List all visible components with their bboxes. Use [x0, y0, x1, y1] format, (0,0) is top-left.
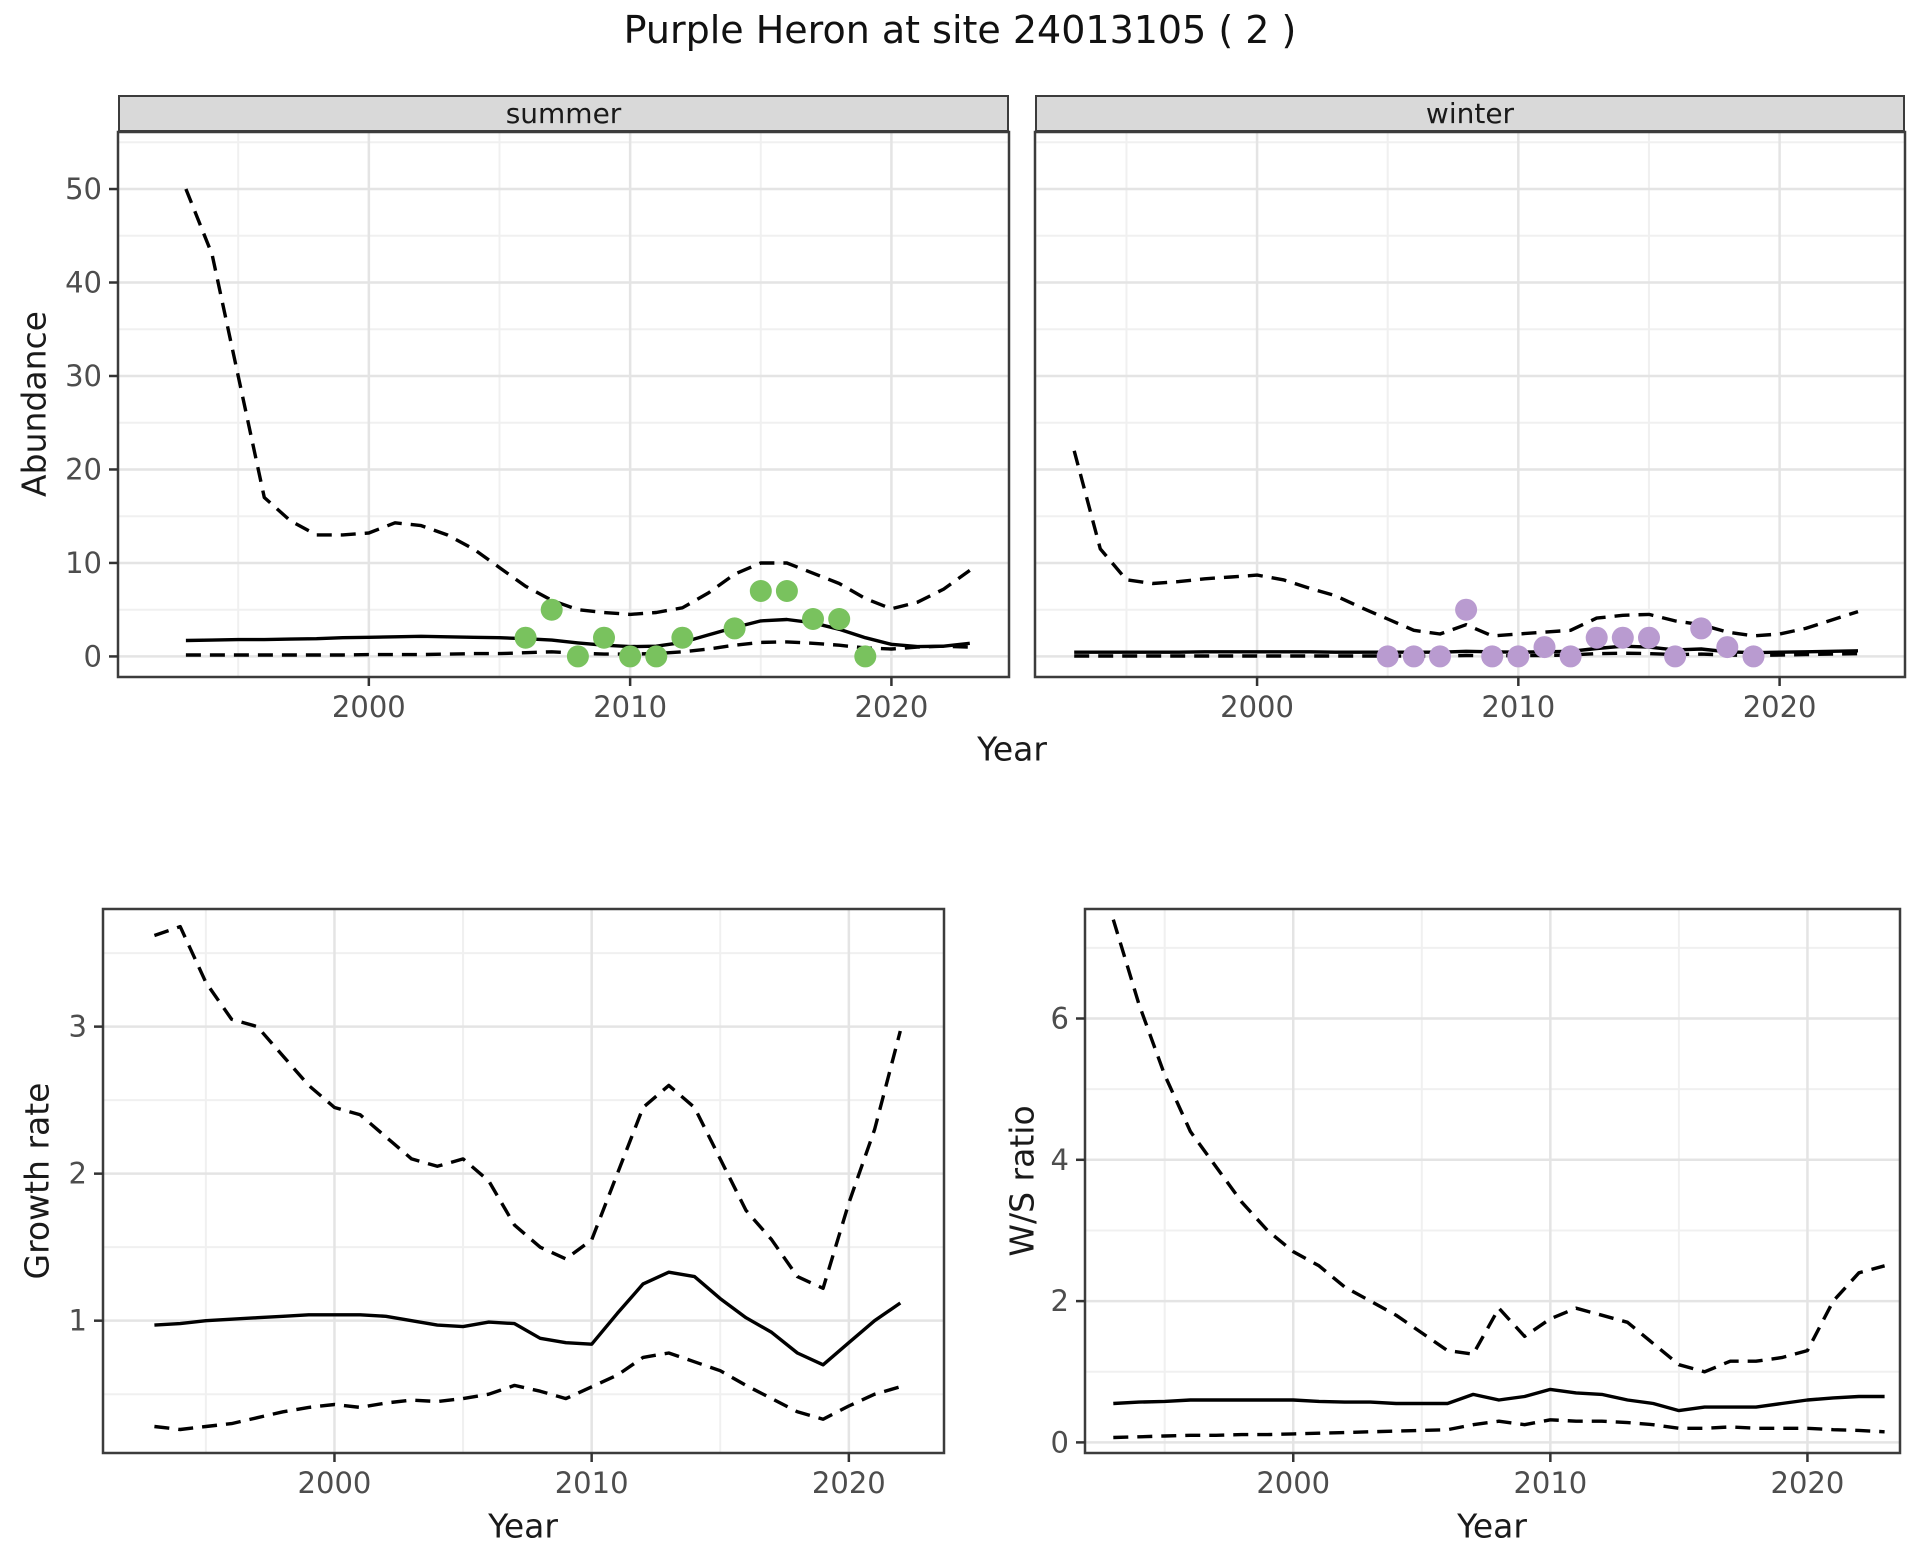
svg-text:2000: 2000 — [298, 1466, 372, 1500]
growth-upper-95ci-line — [153, 924, 902, 1291]
svg-text:2: 2 — [1051, 1284, 1069, 1318]
observed-counts-winter-point — [1585, 626, 1608, 649]
ws-upper-95ci-line — [1111, 919, 1886, 1374]
svg-text:6: 6 — [1051, 1002, 1069, 1036]
svg-text:2010: 2010 — [593, 690, 667, 724]
summer-upper-95ci-line — [184, 188, 971, 617]
svg-text:2000: 2000 — [332, 690, 406, 724]
observed-counts-summer-point — [593, 626, 615, 649]
observed-counts-summer-point — [749, 580, 772, 602]
observed-counts-winter-point — [1664, 645, 1687, 668]
observed-counts-summer-point — [619, 645, 642, 668]
facet-strip-summer: summer — [118, 95, 1009, 132]
ws-median-line — [1113, 1387, 1885, 1413]
observed-counts-winter-point — [1507, 645, 1530, 668]
svg-text:40: 40 — [65, 266, 102, 300]
svg-text:2020: 2020 — [1743, 690, 1817, 724]
svg-text:50: 50 — [65, 172, 102, 206]
observed-counts-summer-point — [514, 626, 537, 649]
svg-text:0: 0 — [84, 639, 102, 673]
observed-counts-winter-point — [1533, 636, 1556, 659]
year-axis-title-ws: Year — [1457, 1506, 1527, 1546]
facet-strip-winter: winter — [1035, 95, 1905, 132]
abundance-axis-title: Abundance — [14, 311, 54, 497]
observed-counts-winter-point — [1559, 645, 1582, 668]
winter-upper-95ci-line — [1072, 450, 1859, 638]
growth-median-line — [154, 1270, 902, 1367]
observed-counts-summer-point — [540, 598, 563, 621]
facet-label-winter: winter — [1425, 97, 1515, 130]
year-axis-title-top: Year — [977, 729, 1047, 769]
observed-counts-winter-point — [1638, 626, 1660, 649]
observed-counts-winter-point — [1429, 645, 1451, 668]
observed-counts-winter-point — [1742, 645, 1765, 668]
observed-counts-winter-point — [1481, 645, 1504, 668]
svg-text:4: 4 — [1051, 1143, 1069, 1177]
observed-counts-winter-point — [1402, 645, 1425, 668]
growth-lower-95ci-line — [154, 1351, 901, 1432]
facet-label-summer: summer — [505, 97, 622, 130]
observed-counts-summer-point — [723, 617, 746, 640]
svg-text:2020: 2020 — [855, 690, 929, 724]
observed-counts-winter-point — [1376, 645, 1399, 668]
observed-counts-winter-point — [1716, 636, 1739, 659]
svg-text:2: 2 — [69, 1157, 87, 1191]
svg-text:2010: 2010 — [555, 1466, 629, 1500]
observed-counts-summer-point — [828, 608, 851, 630]
observed-counts-winter-point — [1455, 598, 1478, 621]
observed-counts-summer-point — [645, 645, 668, 668]
observed-counts-winter-point — [1690, 617, 1713, 640]
observed-counts-summer-point — [802, 608, 824, 630]
plot-title: Purple Heron at site 24013105 ( 2 ) — [623, 8, 1297, 52]
svg-text:2010: 2010 — [1481, 690, 1555, 724]
observed-counts-summer-point — [775, 580, 798, 602]
observed-counts-summer-point — [566, 645, 589, 668]
observed-counts-winter-point — [1611, 626, 1634, 649]
ws-ratio-axis-title: W/S ratio — [1002, 1105, 1042, 1257]
svg-text:30: 30 — [65, 359, 102, 393]
svg-text:1: 1 — [69, 1304, 87, 1338]
observed-counts-summer-point — [854, 645, 877, 668]
svg-text:10: 10 — [65, 546, 102, 580]
svg-text:2020: 2020 — [812, 1466, 886, 1500]
svg-text:2020: 2020 — [1771, 1466, 1845, 1500]
svg-text:3: 3 — [69, 1010, 87, 1044]
svg-text:0: 0 — [1051, 1425, 1069, 1459]
svg-text:2000: 2000 — [1256, 1466, 1330, 1500]
svg-text:2000: 2000 — [1220, 690, 1294, 724]
year-axis-title-growth: Year — [488, 1506, 558, 1546]
svg-text:20: 20 — [65, 452, 102, 486]
ws-lower-95ci-line — [1113, 1418, 1885, 1440]
observed-counts-summer-point — [671, 626, 694, 649]
growth-rate-axis-title: Growth rate — [17, 1082, 57, 1280]
svg-text:2010: 2010 — [1513, 1466, 1587, 1500]
